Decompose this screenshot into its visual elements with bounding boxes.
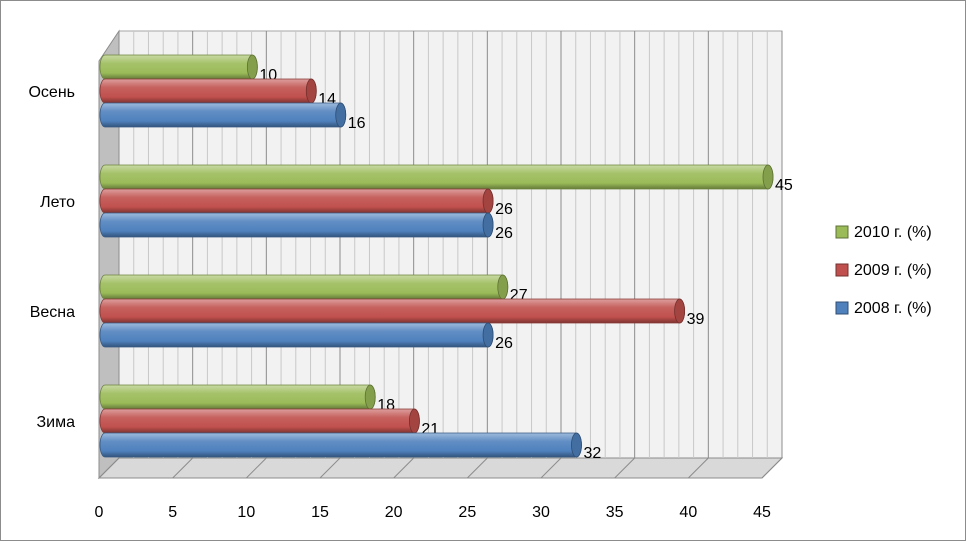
legend-label: 2010 г. (%)	[854, 224, 932, 241]
data-label: 26	[495, 335, 513, 352]
bar-body	[99, 322, 494, 348]
bar-cap	[408, 408, 420, 434]
data-label: 26	[495, 201, 513, 218]
bar-body	[99, 54, 258, 80]
x-tick-label: 40	[679, 504, 697, 521]
floor	[97, 457, 784, 479]
bar	[99, 408, 420, 434]
bar	[99, 212, 494, 238]
category-label: Зима	[37, 414, 76, 431]
floor-gridline	[540, 457, 562, 479]
bar-cap	[674, 298, 685, 324]
category-label: Лето	[40, 194, 75, 211]
floor-gridline	[319, 457, 341, 479]
x-tick-label: 25	[458, 504, 476, 521]
bar-body	[99, 188, 494, 214]
legend-swatch	[835, 263, 849, 277]
bar-body	[99, 298, 685, 324]
bar	[99, 164, 774, 190]
floor-gridline	[393, 457, 415, 479]
bar-cap	[482, 188, 494, 214]
x-tick-label: 5	[168, 504, 177, 521]
x-tick-label: 45	[753, 504, 771, 521]
x-tick-label: 20	[385, 504, 403, 521]
x-tick-label: 0	[95, 504, 104, 521]
bar-cap	[497, 274, 509, 300]
bar	[99, 188, 494, 214]
floor-gridline	[98, 457, 120, 479]
bar-body	[99, 384, 376, 410]
data-label: 39	[687, 311, 705, 328]
floor-gridline	[172, 457, 194, 479]
bar	[99, 298, 685, 324]
bar-cap	[246, 54, 258, 80]
bar	[99, 384, 376, 410]
x-tick-label: 10	[237, 504, 255, 521]
bar-body	[99, 432, 582, 458]
bar	[99, 432, 582, 458]
x-tick-label: 15	[311, 504, 329, 521]
bar	[99, 102, 347, 128]
bar-body	[99, 274, 509, 300]
bar-cap	[571, 432, 582, 458]
category-label: Осень	[28, 84, 75, 101]
bar-cap	[482, 212, 494, 238]
x-tick-label: 35	[606, 504, 624, 521]
legend-swatch	[835, 225, 849, 239]
bar-cap	[335, 102, 347, 128]
bar-body	[99, 408, 420, 434]
bar	[99, 78, 317, 104]
x-tick-label: 30	[532, 504, 550, 521]
data-label: 45	[775, 177, 793, 194]
floor-gridline	[687, 457, 709, 479]
floor-gridline	[466, 457, 488, 479]
legend: 2010 г. (%) 2009 г. (%) 2008 г. (%)	[835, 224, 932, 317]
legend-label: 2008 г. (%)	[854, 300, 932, 317]
floor-gridline	[614, 457, 636, 479]
legend-swatch	[835, 301, 849, 315]
data-label: 16	[348, 115, 366, 132]
bar	[99, 322, 494, 348]
data-label: 32	[583, 445, 601, 462]
bar-body	[99, 212, 494, 238]
x-axis-ticks: 0 5 10 15 20 25 30 35 40 45	[95, 504, 771, 521]
y-axis-categories: Осень Лето Весна Зима	[28, 84, 75, 431]
bar-body	[99, 78, 317, 104]
legend-label: 2009 г. (%)	[854, 262, 932, 279]
bar-cap	[364, 384, 376, 410]
data-label: 26	[495, 225, 513, 242]
floor-gridline	[245, 457, 267, 479]
bar-cap	[482, 322, 494, 348]
bar-cap	[305, 78, 317, 104]
category-label: Весна	[30, 304, 75, 321]
bar-cap	[762, 164, 774, 190]
floor-gridline	[761, 457, 783, 479]
bar-body	[99, 102, 347, 128]
bar	[99, 274, 509, 300]
bar-body	[99, 164, 774, 190]
bar	[99, 54, 258, 80]
